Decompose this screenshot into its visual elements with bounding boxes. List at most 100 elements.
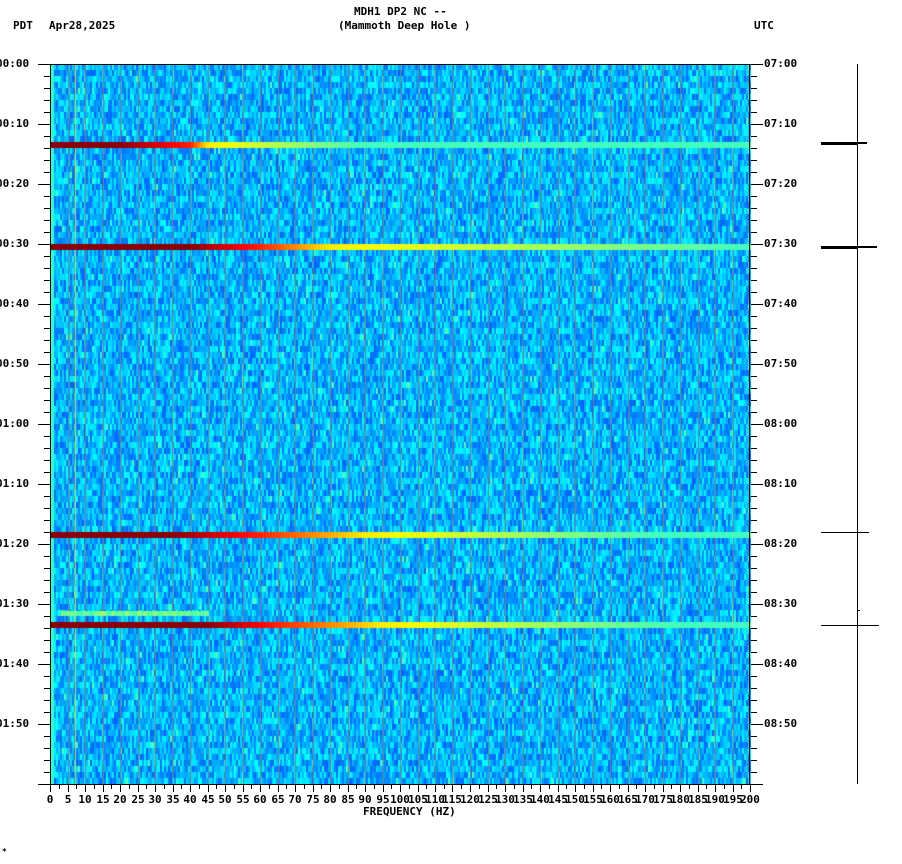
x-tick (558, 784, 559, 792)
y-tick-left (44, 148, 50, 149)
y-tick-right (751, 364, 763, 365)
x-tick (540, 784, 541, 792)
x-tick (733, 784, 734, 792)
trace-pulse-right (857, 610, 860, 611)
y-tick-left (38, 304, 50, 305)
x-tick-label: 50 (218, 793, 232, 806)
left-timezone-label: PDT (13, 19, 33, 32)
y-tick-label-right: 07:30 (764, 237, 798, 250)
y-tick-left (44, 220, 50, 221)
x-tick (181, 784, 182, 789)
x-tick (321, 784, 322, 789)
y-tick-left (38, 724, 50, 725)
y-tick-label-right: 07:10 (764, 117, 798, 130)
y-tick-right (751, 664, 763, 665)
x-tick (724, 784, 725, 789)
x-tick (488, 784, 489, 792)
y-tick-label-left: 01:20 (0, 537, 30, 550)
y-tick-right (751, 736, 757, 737)
y-tick-right (751, 556, 757, 557)
y-tick-label-right: 07:40 (764, 297, 798, 310)
y-tick-left (44, 688, 50, 689)
y-tick-label-left: 00:20 (0, 177, 30, 190)
x-tick (278, 784, 279, 792)
y-tick-right (751, 484, 763, 485)
y-tick-right (751, 604, 763, 605)
y-tick-label-right: 08:10 (764, 477, 798, 490)
x-tick (295, 784, 296, 792)
y-tick-right (751, 628, 757, 629)
y-tick-right (751, 376, 757, 377)
y-tick-label-right: 08:40 (764, 657, 798, 670)
trace-pulse-left (821, 246, 857, 249)
y-tick-right (751, 700, 757, 701)
y-tick-left (44, 376, 50, 377)
y-tick-left (44, 412, 50, 413)
y-tick-left (44, 508, 50, 509)
corner-mark: * (2, 847, 7, 856)
y-tick-right (751, 676, 757, 677)
x-tick (225, 784, 226, 792)
y-tick-right (751, 304, 763, 305)
y-tick-right (751, 640, 757, 641)
y-tick-left (38, 664, 50, 665)
x-tick (435, 784, 436, 792)
y-tick-right (751, 76, 757, 77)
x-tick-label: 175 (653, 793, 673, 806)
x-tick-label: 165 (618, 793, 638, 806)
y-tick-right (751, 580, 757, 581)
seismic-trace-axis (857, 64, 858, 784)
y-tick-right (751, 340, 757, 341)
date-label: Apr28,2025 (49, 19, 116, 32)
y-tick-right (751, 400, 757, 401)
y-tick-left (44, 700, 50, 701)
x-tick (400, 784, 401, 792)
y-tick-right (751, 424, 763, 425)
x-tick-label: 140 (530, 793, 550, 806)
x-tick-label: 125 (478, 793, 498, 806)
x-tick-label: 30 (148, 793, 162, 806)
x-tick (216, 784, 217, 789)
y-tick-right (751, 124, 763, 125)
y-tick-left (44, 736, 50, 737)
y-tick-right (751, 136, 757, 137)
x-tick-label: 90 (358, 793, 372, 806)
y-tick-label-left: 00:10 (0, 117, 30, 130)
y-tick-left (44, 352, 50, 353)
y-tick-left (44, 196, 50, 197)
y-tick-right (751, 772, 757, 773)
station-name-title: (Mammoth Deep Hole ) (338, 19, 471, 32)
y-tick-right (751, 328, 757, 329)
y-tick-right (751, 160, 757, 161)
x-tick-label: 160 (600, 793, 620, 806)
x-tick-label: 60 (253, 793, 267, 806)
y-tick-label-right: 07:50 (764, 357, 798, 370)
x-tick-label: 85 (341, 793, 355, 806)
y-tick-right (751, 292, 757, 293)
y-tick-left (44, 88, 50, 89)
y-tick-left (44, 328, 50, 329)
trace-pulse-right (857, 246, 877, 248)
y-tick-label-right: 07:00 (764, 57, 798, 70)
y-tick-left (44, 400, 50, 401)
y-tick-right (751, 88, 757, 89)
x-tick (251, 784, 252, 789)
x-tick (444, 784, 445, 789)
x-tick (671, 784, 672, 789)
x-tick (304, 784, 305, 789)
y-tick-label-left: 00:40 (0, 297, 30, 310)
x-tick (85, 784, 86, 792)
x-tick (111, 784, 112, 789)
x-tick (663, 784, 664, 792)
y-tick-right (751, 100, 757, 101)
y-tick-left (44, 472, 50, 473)
x-tick (470, 784, 471, 792)
x-tick (365, 784, 366, 792)
y-tick-left (44, 160, 50, 161)
y-tick-left (44, 556, 50, 557)
y-tick-left (38, 604, 50, 605)
y-tick-right (751, 184, 763, 185)
y-tick-left (44, 172, 50, 173)
x-tick-label: 55 (236, 793, 250, 806)
x-tick (461, 784, 462, 789)
